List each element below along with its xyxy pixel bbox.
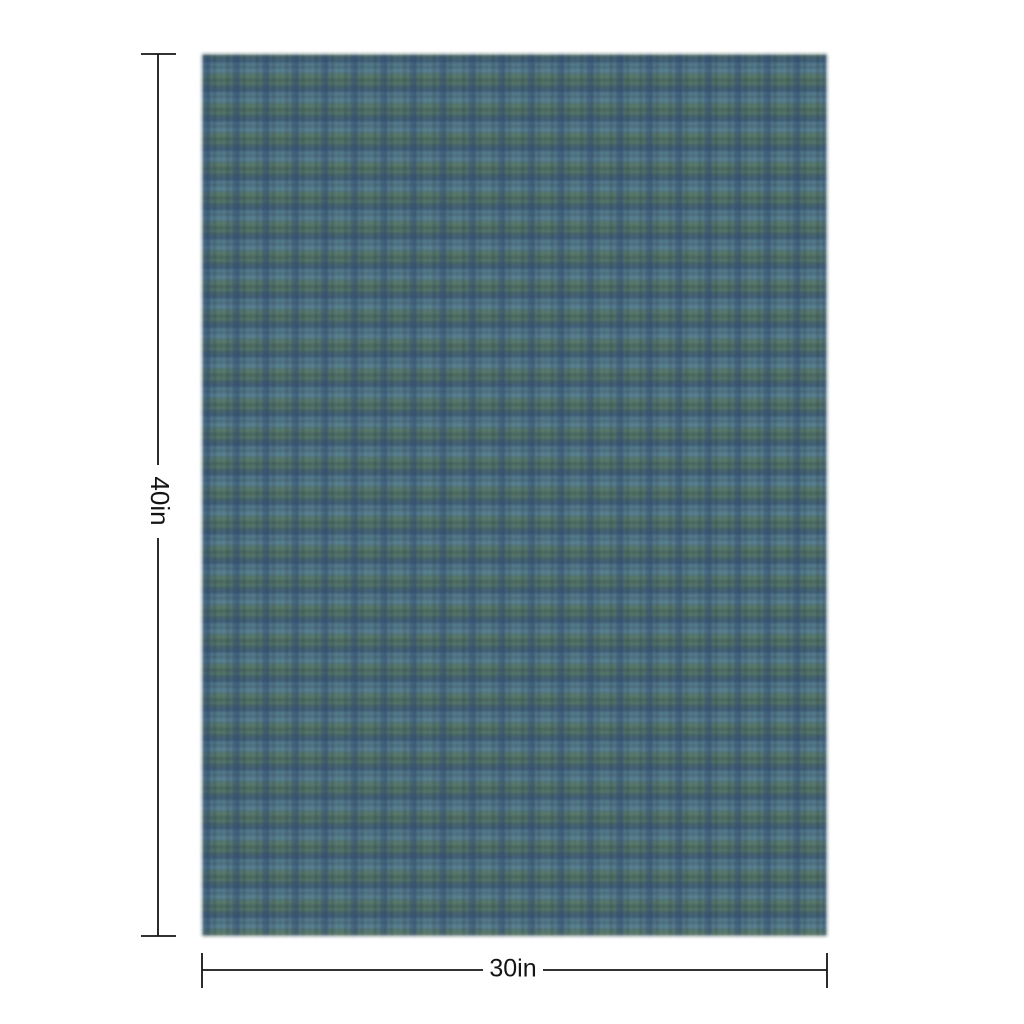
- svg-text:30in: 30in: [489, 955, 536, 983]
- svg-text:40in: 40in: [145, 476, 175, 525]
